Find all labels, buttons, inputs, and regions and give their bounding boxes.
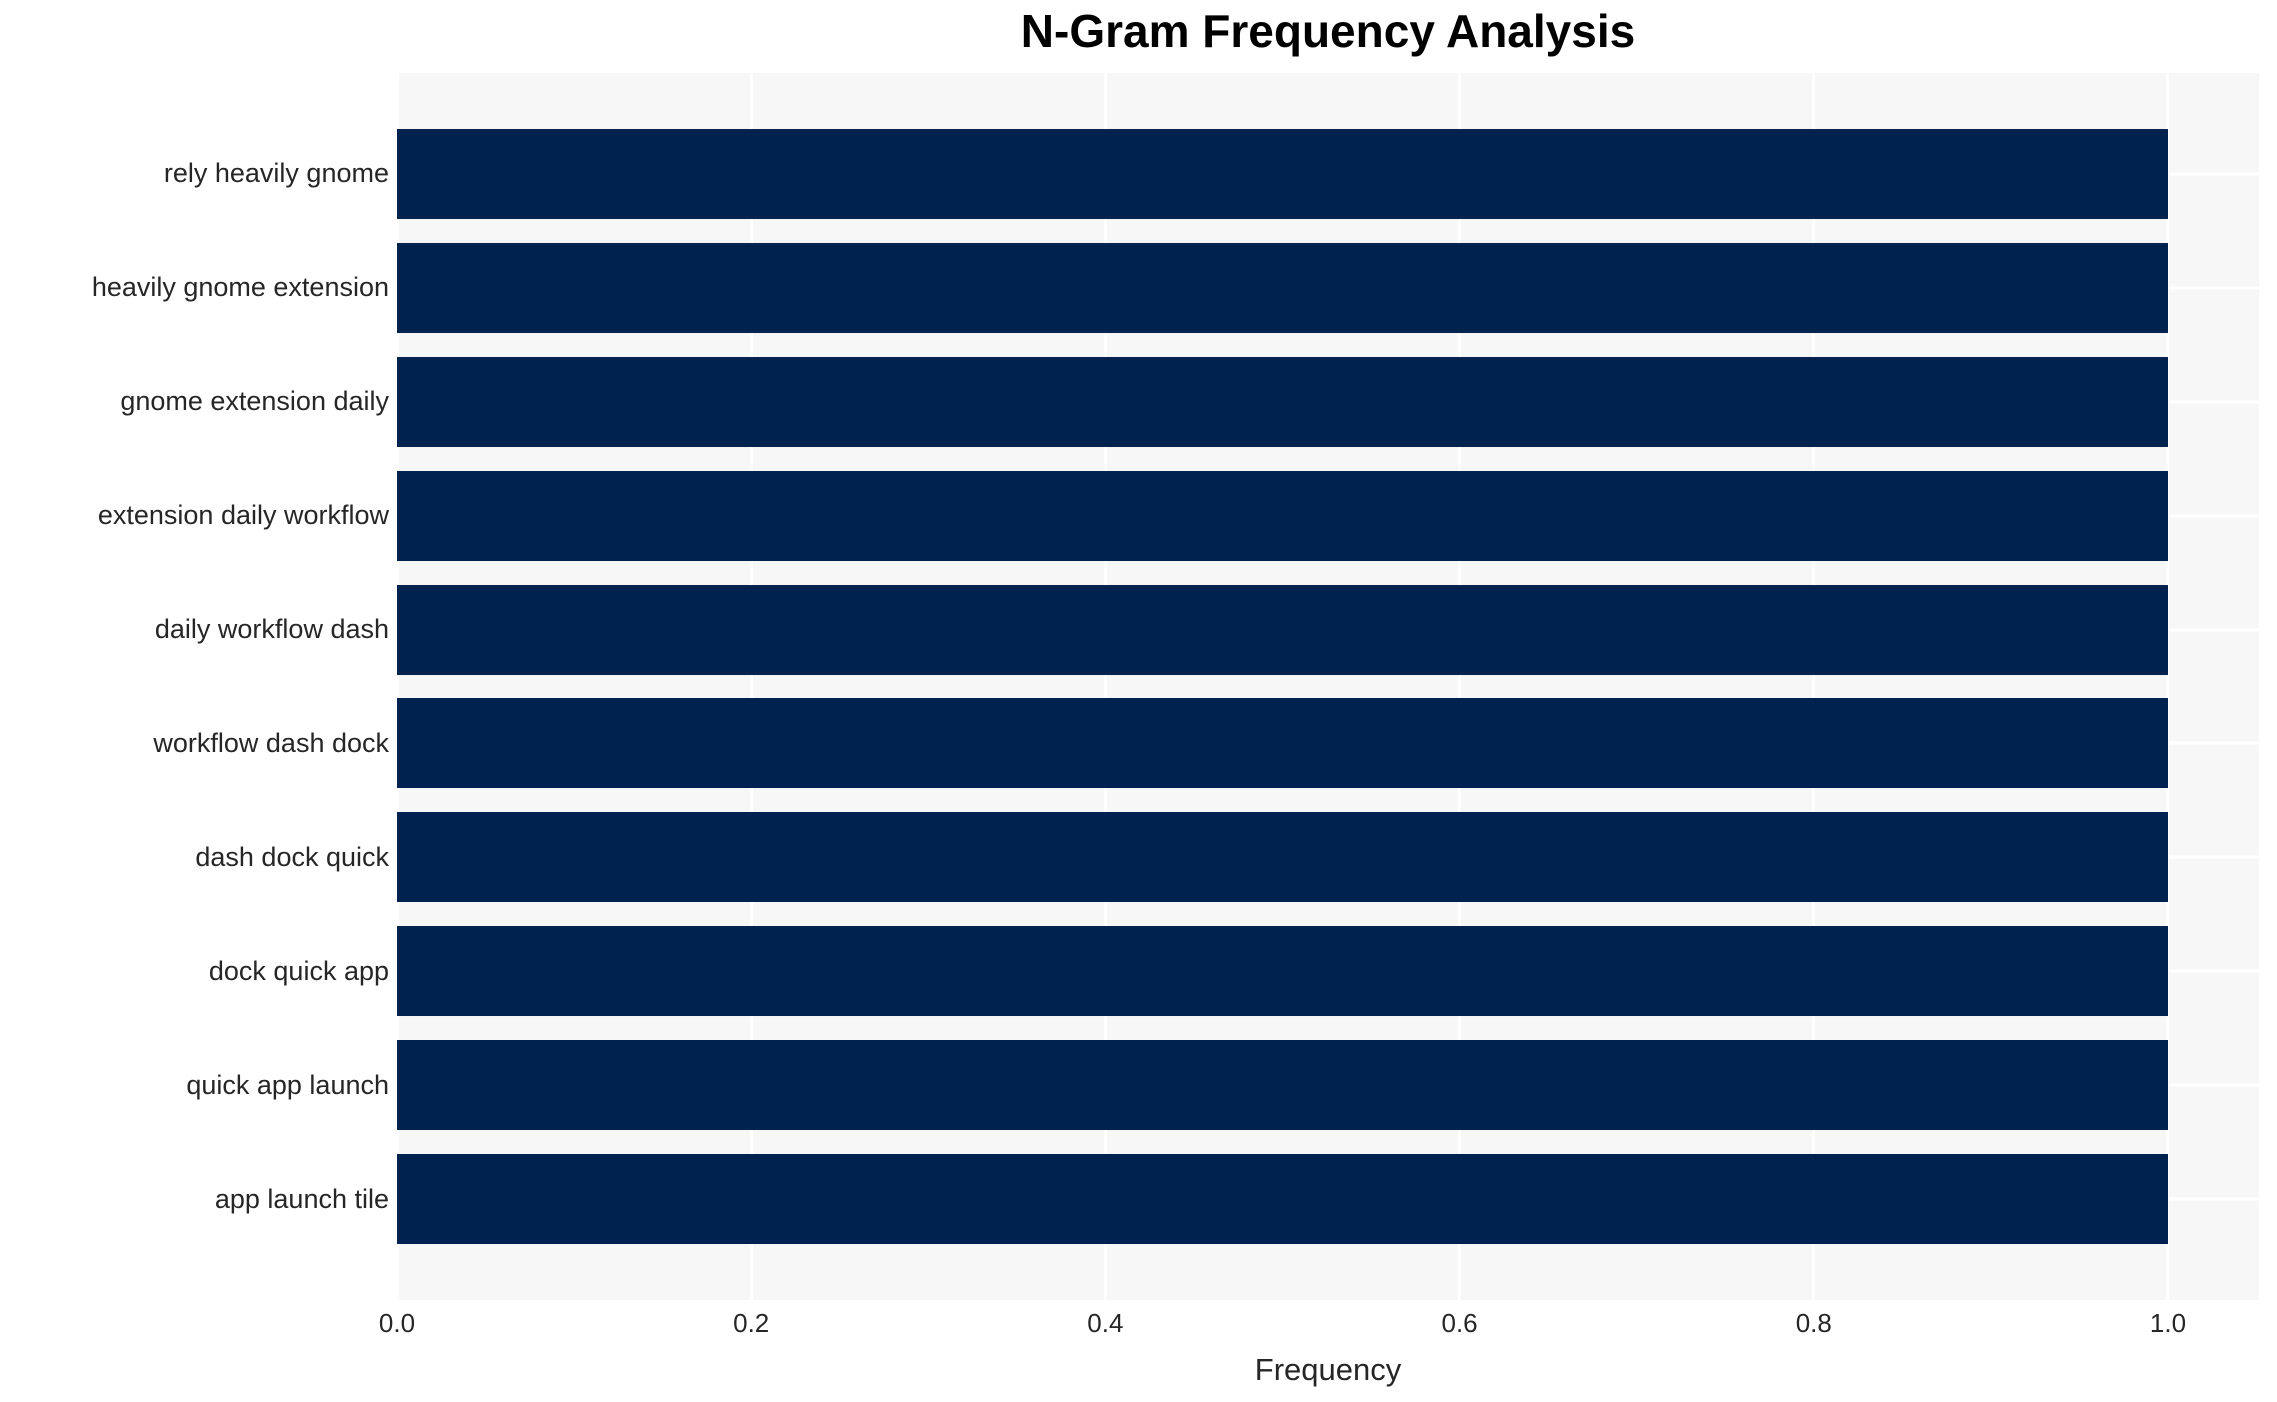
bar-row [397, 573, 2259, 687]
bar-row [397, 1142, 2259, 1256]
y-tick-label: dock quick app [208, 955, 389, 986]
x-axis-title: Frequency [1254, 1352, 1402, 1387]
x-tick-label-0.0: 0.0 [378, 1308, 416, 1338]
chart-title: N-Gram Frequency Analysis [1020, 5, 1636, 57]
bar-row [397, 1028, 2259, 1142]
bar-row [397, 345, 2259, 459]
x-tick-label-0.2: 0.2 [733, 1308, 770, 1338]
gridline-x-0.8 [1812, 73, 1816, 1300]
bar-rely-heavily-gnome [397, 128, 2168, 219]
y-tick-label: daily workflow dash [154, 614, 389, 645]
gridline-x-0.6 [1458, 73, 1462, 1300]
bar-extension-daily-workflow [397, 470, 2168, 561]
y-tick-label: workflow dash dock [153, 727, 389, 758]
x-tick-label-0.8: 0.8 [1795, 1308, 1832, 1338]
gridline-x-0.4 [1103, 73, 1107, 1300]
bar-workflow-dash-dock [397, 698, 2168, 789]
bar-dock-quick-app [397, 926, 2168, 1017]
bar-heavily-gnome-extension [397, 242, 2168, 333]
bar-app-launch-tile [397, 1154, 2168, 1245]
bar-row [397, 459, 2259, 573]
bar-rows [397, 73, 2259, 1300]
y-tick-label: dash dock quick [195, 841, 389, 872]
y-tick-label: gnome extension daily [120, 386, 389, 417]
bar-quick-app-launch [397, 1040, 2168, 1131]
x-tick-label-1.0: 1.0 [2149, 1308, 2187, 1338]
bar-row [397, 914, 2259, 1028]
y-axis-labels: rely heavily gnome heavily gnome extensio… [0, 73, 389, 1300]
y-tick-label: quick app launch [186, 1069, 389, 1100]
bar-dash-dock-quick [397, 812, 2168, 903]
bar-row [397, 117, 2259, 231]
x-tick-label-0.4: 0.4 [1087, 1308, 1124, 1338]
y-tick-label: app launch tile [214, 1183, 389, 1214]
y-tick-label: rely heavily gnome [163, 158, 389, 189]
bar-gnome-extension-daily [397, 356, 2168, 447]
bar-daily-workflow-dash [397, 584, 2168, 675]
y-tick-label: heavily gnome extension [91, 272, 389, 303]
y-tick-label: extension daily workflow [97, 500, 389, 531]
gridline-x-0.2 [749, 73, 753, 1300]
gridline-x-0.0 [395, 73, 399, 1300]
plot-area [395, 73, 2259, 1300]
x-tick-label-0.6: 0.6 [1441, 1308, 1478, 1338]
vertical-gridlines [395, 73, 2259, 1300]
bar-row [397, 687, 2259, 801]
bar-row [397, 800, 2259, 914]
x-axis-ticks: 0.0 0.2 0.4 0.6 0.8 1.0 [379, 1308, 2259, 1344]
gridline-x-1.0 [2166, 73, 2170, 1300]
bar-row [397, 231, 2259, 345]
